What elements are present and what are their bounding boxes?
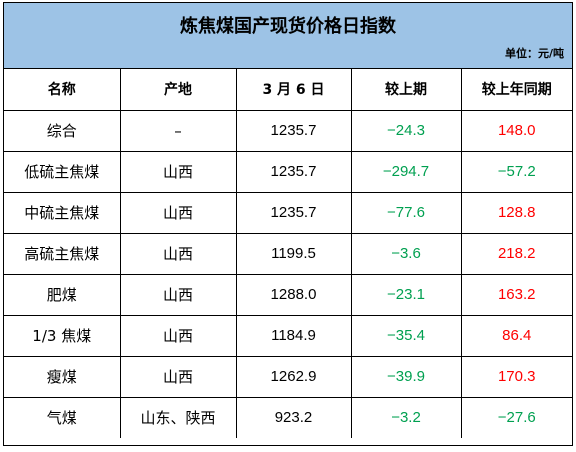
table-row: 瘦煤 山西 1262.9 −39.9 170.3 [4, 355, 572, 398]
cell-change-prev: −24.3 [350, 110, 462, 152]
cell-origin: 山西 [119, 314, 237, 357]
column-header-origin: 产地 [119, 69, 237, 111]
cell-change-prev: −77.6 [350, 191, 462, 234]
cell-name: 低硫主焦煤 [4, 150, 121, 193]
table-row: 高硫主焦煤 山西 1199.5 −3.6 218.2 [4, 232, 572, 275]
page-title: 炼焦煤国产现货价格日指数 [180, 16, 396, 37]
price-index-sheet: 炼焦煤国产现货价格日指数 单位：元/吨 名称 产地 3 月 6 日 较上期 较上… [3, 2, 573, 446]
cell-name: 1/3 焦煤 [4, 314, 121, 357]
cell-change-year: 148.0 [460, 110, 572, 152]
cell-change-prev: −294.7 [350, 150, 462, 193]
cell-origin: 山西 [119, 150, 237, 193]
table-row: 1/3 焦煤 山西 1184.9 −35.4 86.4 [4, 314, 572, 357]
column-header-name: 名称 [4, 69, 121, 111]
cell-name: 中硫主焦煤 [4, 191, 121, 234]
cell-origin: 山西 [119, 273, 237, 316]
cell-price: 1199.5 [235, 232, 352, 275]
cell-price: 1262.9 [235, 355, 352, 398]
cell-price: 1235.7 [235, 150, 352, 193]
cell-change-year: 170.3 [460, 355, 572, 398]
cell-price: 1184.9 [235, 314, 352, 357]
cell-change-year: 86.4 [460, 314, 572, 357]
table-row: 综合 – 1235.7 −24.3 148.0 [4, 110, 572, 152]
unit-label: 单位：元/吨 [504, 47, 564, 60]
cell-origin: 山西 [119, 355, 237, 398]
cell-price: 923.2 [235, 396, 352, 438]
cell-change-prev: −3.2 [350, 396, 462, 438]
cell-price: 1235.7 [235, 110, 352, 152]
cell-name: 高硫主焦煤 [4, 232, 121, 275]
cell-change-prev: −35.4 [350, 314, 462, 357]
cell-change-prev: −39.9 [350, 355, 462, 398]
column-header-change-year: 较上年同期 [460, 69, 572, 111]
cell-name: 综合 [4, 110, 121, 152]
table-row: 中硫主焦煤 山西 1235.7 −77.6 128.8 [4, 191, 572, 234]
price-table: 名称 产地 3 月 6 日 较上期 较上年同期 综合 – 1235.7 −24.… [4, 69, 572, 438]
cell-change-year: 128.8 [460, 191, 572, 234]
cell-change-year: 163.2 [460, 273, 572, 316]
cell-change-year: −57.2 [460, 150, 572, 193]
cell-name: 气煤 [4, 396, 121, 438]
cell-name: 肥煤 [4, 273, 121, 316]
column-header-change-prev: 较上期 [350, 69, 462, 111]
cell-change-prev: −23.1 [350, 273, 462, 316]
cell-price: 1235.7 [235, 191, 352, 234]
column-header-date: 3 月 6 日 [235, 69, 352, 111]
table-row: 低硫主焦煤 山西 1235.7 −294.7 −57.2 [4, 150, 572, 193]
cell-change-year: 218.2 [460, 232, 572, 275]
table-header-row: 名称 产地 3 月 6 日 较上期 较上年同期 [4, 69, 572, 111]
cell-change-year: −27.6 [460, 396, 572, 438]
cell-change-prev: −3.6 [350, 232, 462, 275]
cell-origin: 山西 [119, 191, 237, 234]
table-row: 肥煤 山西 1288.0 −23.1 163.2 [4, 273, 572, 316]
cell-origin: 山西 [119, 232, 237, 275]
title-bar: 炼焦煤国产现货价格日指数 单位：元/吨 [4, 3, 572, 69]
cell-origin: – [119, 110, 237, 152]
cell-name: 瘦煤 [4, 355, 121, 398]
cell-origin: 山东、陕西 [119, 396, 237, 438]
table-row: 气煤 山东、陕西 923.2 −3.2 −27.6 [4, 396, 572, 438]
cell-price: 1288.0 [235, 273, 352, 316]
